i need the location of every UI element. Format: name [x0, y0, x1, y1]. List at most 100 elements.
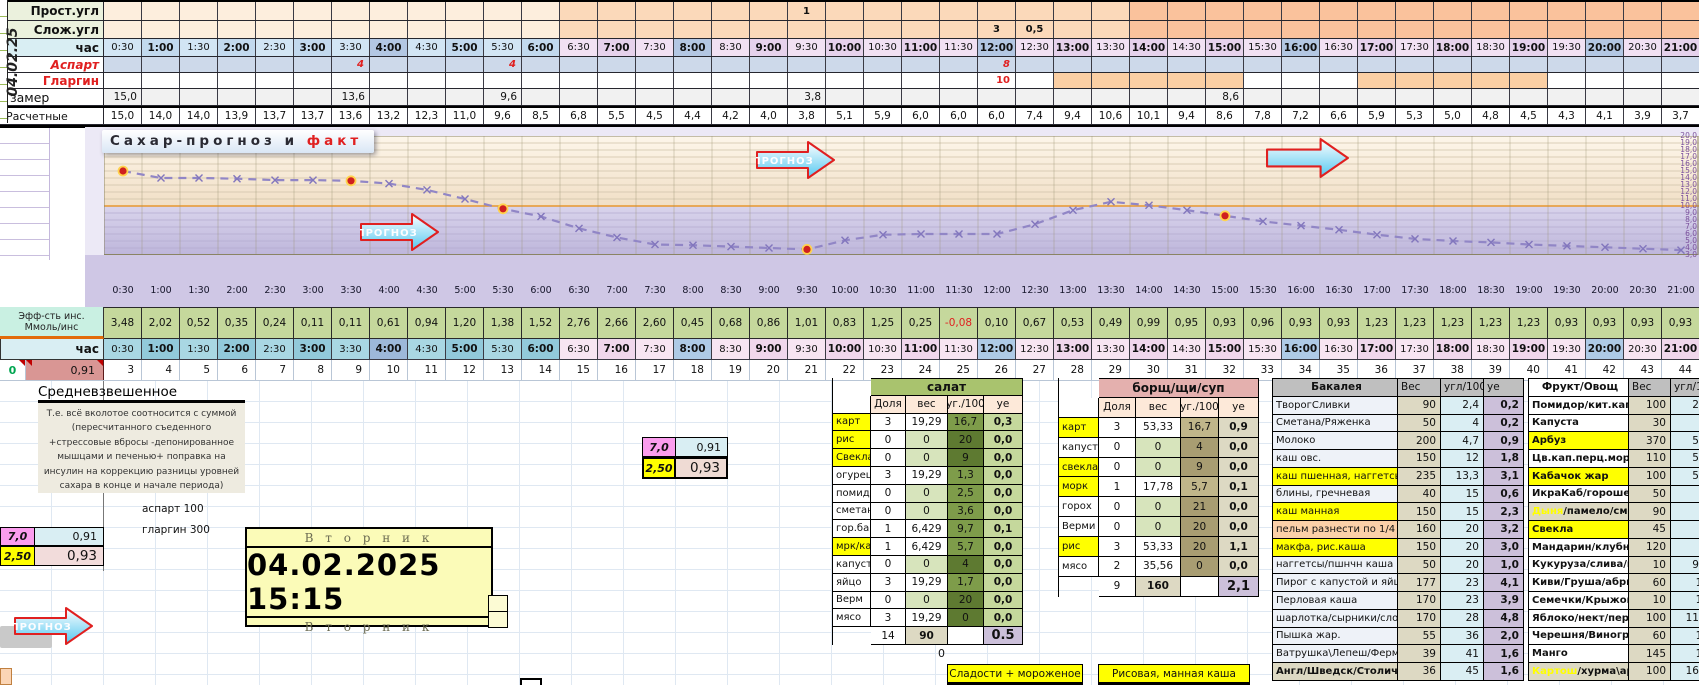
grid-cell[interactable] [712, 21, 750, 38]
hour-cell[interactable]: 6:30 [560, 339, 598, 360]
ug-cell[interactable]: 3,6 [948, 502, 984, 521]
ingredient-name[interactable]: карт [1059, 417, 1099, 438]
grid-cell[interactable]: 5,9 [864, 108, 902, 124]
list-ue-cell[interactable]: 3,2 [1484, 521, 1524, 539]
list-item-name[interactable]: Помидор/кит.капуста [1529, 396, 1629, 415]
grid-cell[interactable]: 3:30 [332, 39, 370, 56]
grid-cell[interactable]: 9:00 [750, 39, 788, 56]
list-ue-cell[interactable]: 4,8 [1484, 609, 1524, 628]
list-ug-cell[interactable]: 23 [1441, 592, 1484, 610]
grid-cell[interactable] [712, 2, 750, 20]
grid-cell[interactable] [180, 57, 218, 72]
grid-cell[interactable] [294, 73, 332, 88]
number-cell[interactable]: 34 [1282, 360, 1320, 380]
grid-cell[interactable] [712, 89, 750, 105]
list-ug-cell[interactable]: 36 [1441, 627, 1484, 646]
grid-cell[interactable] [1662, 2, 1699, 20]
ug-cell[interactable]: 0 [948, 609, 984, 628]
grid-cell[interactable] [446, 57, 484, 72]
hour-cell[interactable]: 9:00 [750, 339, 788, 360]
grid-cell[interactable]: 3:00 [294, 39, 332, 56]
ue-cell[interactable]: 0,0 [1219, 497, 1259, 518]
eff-cell[interactable]: 0,67 [1016, 307, 1054, 339]
number-cell[interactable]: 17 [636, 360, 674, 380]
grid-cell[interactable] [826, 2, 864, 20]
grid-cell[interactable] [1054, 89, 1092, 105]
grid-cell[interactable] [902, 21, 940, 38]
list-item-name[interactable]: Семечки/Крыжовник [1529, 592, 1629, 610]
dolya-cell[interactable]: 3 [1099, 417, 1136, 438]
list-item-name[interactable]: Кукуруза/слива/морк [1529, 556, 1629, 575]
number-cell[interactable]: 11 [408, 360, 446, 380]
zero-cell[interactable]: 0 [0, 360, 26, 380]
grid-cell[interactable]: 4,4 [674, 108, 712, 124]
grid-cell[interactable] [1130, 57, 1168, 72]
hour-cell[interactable]: 8:00 [674, 339, 712, 360]
grid-cell[interactable] [1244, 73, 1282, 88]
list-item-name[interactable]: Киви/Груша/абрикос [1529, 574, 1629, 592]
grid-cell[interactable] [1168, 73, 1206, 88]
number-cell[interactable]: 14 [522, 360, 560, 380]
hour-cell[interactable]: 5:00 [446, 339, 484, 360]
list-ug-cell[interactable]: 4 [1441, 414, 1484, 433]
grid-cell[interactable] [1662, 57, 1699, 72]
grid-cell[interactable]: 5,0 [1434, 108, 1472, 124]
grid-cell[interactable] [332, 73, 370, 88]
list-ue-cell[interactable]: 3,9 [1484, 592, 1524, 610]
ingredient-name[interactable]: гор.бак [833, 520, 871, 539]
ue-cell[interactable]: 1,1 [1219, 537, 1259, 558]
ue-cell[interactable]: 0,0 [1219, 437, 1259, 458]
number-cell[interactable]: 22 [826, 360, 864, 380]
grid-cell[interactable] [1472, 2, 1510, 20]
grid-cell[interactable] [1092, 89, 1130, 105]
grid-cell[interactable] [1358, 89, 1396, 105]
ves-cell[interactable]: 19,29 [906, 609, 948, 628]
eff-cell[interactable]: 0,93 [1548, 307, 1586, 339]
grid-cell[interactable] [1282, 73, 1320, 88]
grid-cell[interactable] [1662, 89, 1699, 105]
grid-cell[interactable] [104, 21, 142, 38]
grid-cell[interactable] [1168, 57, 1206, 72]
list-ves-cell[interactable]: 235 [1398, 467, 1441, 486]
grid-cell[interactable] [902, 73, 940, 88]
list-ug-cell[interactable]: 9,7 [1671, 556, 1699, 575]
dolya-cell[interactable]: 0 [1099, 437, 1136, 458]
list-ves-cell[interactable]: 50 [1398, 414, 1441, 433]
number-cell[interactable]: 30 [1130, 360, 1168, 380]
hour-cell[interactable]: 0:30 [104, 339, 142, 360]
dolya-cell[interactable]: 3 [1099, 537, 1136, 558]
prognoz-arrow[interactable]: ПРОГНОЗ [756, 141, 836, 179]
grid-cell[interactable] [1282, 89, 1320, 105]
grid-cell[interactable] [674, 57, 712, 72]
grid-cell[interactable] [902, 57, 940, 72]
grid-cell[interactable] [1510, 21, 1548, 38]
ue-cell[interactable]: 0,0 [984, 538, 1023, 556]
grid-cell[interactable] [1130, 73, 1168, 88]
grid-cell[interactable] [864, 73, 902, 88]
list-ue-cell[interactable]: 0,6 [1484, 485, 1524, 504]
grid-cell[interactable] [180, 21, 218, 38]
grid-cell[interactable]: 4,5 [636, 108, 674, 124]
coefficient-cell[interactable]: 0,91 [26, 360, 104, 380]
grid-cell[interactable] [750, 57, 788, 72]
grid-cell[interactable]: 5,9 [1358, 108, 1396, 124]
grid-cell[interactable] [294, 2, 332, 20]
ingredient-name[interactable]: мясо [833, 609, 871, 628]
list-item-name[interactable]: Мандарин/клубн/мали [1529, 538, 1629, 557]
grid-cell[interactable] [1320, 57, 1358, 72]
list-ves-cell[interactable]: 200 [1398, 432, 1441, 450]
hour-cell[interactable]: 5:30 [484, 339, 522, 360]
grid-cell[interactable]: 13:30 [1092, 39, 1130, 56]
list-ug-cell[interactable]: 15 [1441, 503, 1484, 521]
grid-cell[interactable] [104, 57, 142, 72]
number-cell[interactable]: 20 [750, 360, 788, 380]
hour-cell[interactable]: 15:00 [1206, 339, 1244, 360]
grid-cell[interactable] [1662, 21, 1699, 38]
grid-cell[interactable] [1586, 73, 1624, 88]
dolya-cell[interactable]: 3 [871, 609, 906, 628]
list-ves-cell[interactable]: 90 [1629, 503, 1671, 521]
number-cell[interactable]: 32 [1206, 360, 1244, 380]
ves-cell[interactable]: 6,429 [906, 520, 948, 539]
grid-cell[interactable]: 4,2 [712, 108, 750, 124]
grid-cell[interactable] [408, 21, 446, 38]
